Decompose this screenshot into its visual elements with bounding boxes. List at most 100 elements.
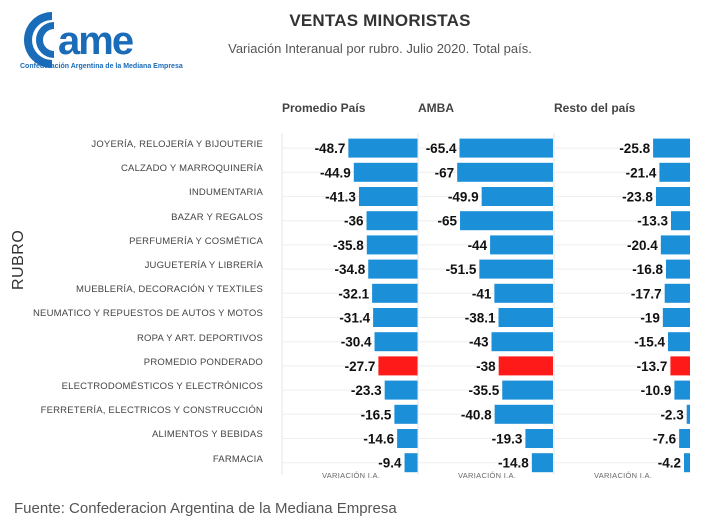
x-axis-title-resto: VARIACIÓN I.A. <box>594 471 653 480</box>
category-label: INDUMENTARIA <box>188 187 263 199</box>
bar-highlight <box>378 356 418 376</box>
bar <box>490 235 553 255</box>
data-label: -34.8 <box>334 262 365 277</box>
data-label: -43 <box>469 335 489 350</box>
category-label: FARMACIA <box>212 453 263 465</box>
bar <box>667 332 690 352</box>
category-label: NEUMATICO Y REPUESTOS DE AUTOS Y MOTOS <box>32 308 263 320</box>
bar <box>368 259 418 279</box>
data-label: -13.7 <box>637 359 668 374</box>
bar <box>358 187 418 206</box>
category-label: PROMEDIO PONDERADO <box>143 356 263 368</box>
bar <box>366 235 418 255</box>
bar <box>397 429 418 448</box>
data-label: -27.7 <box>345 359 376 374</box>
bar <box>531 453 553 473</box>
data-label: -2.3 <box>660 407 684 422</box>
x-axis-title-promedio-pais: VARIACIÓN I.A. <box>322 471 381 480</box>
came-logo: ame <box>24 12 135 68</box>
bar <box>481 187 553 206</box>
bar <box>674 380 690 400</box>
data-label: -20.4 <box>627 238 658 253</box>
bar <box>665 259 690 279</box>
chart-subtitle: Variación Interanual por rubro. Julio 20… <box>228 41 532 56</box>
data-label: -65.4 <box>426 141 457 156</box>
bar <box>686 404 690 424</box>
chart-title: VENTAS MINORISTAS <box>289 11 471 30</box>
data-label: -14.8 <box>498 456 529 471</box>
data-label: -15.4 <box>634 335 665 350</box>
data-label: -44.9 <box>320 165 351 180</box>
bar-highlight <box>670 356 690 376</box>
bar <box>498 308 553 327</box>
data-label: -44 <box>468 238 488 253</box>
column-header-amba: AMBA <box>418 101 454 115</box>
data-label: -35.5 <box>468 383 499 398</box>
bar <box>494 283 553 303</box>
data-label: -23.3 <box>351 383 382 398</box>
bar <box>348 138 418 158</box>
data-label: -41 <box>472 286 492 301</box>
data-label: -16.5 <box>361 407 392 422</box>
data-label: -48.7 <box>315 141 346 156</box>
category-label: ROPA Y ART. DEPORTIVOS <box>136 332 263 344</box>
category-label: PERFUMERÍA Y COSMÉTICA <box>129 235 263 247</box>
bar <box>374 332 418 352</box>
data-label: -65 <box>438 214 458 229</box>
logo-tagline: Confederación Argentina de la Mediana Em… <box>20 63 183 70</box>
bar <box>353 162 418 182</box>
bar <box>653 138 690 158</box>
category-label: FERRETERÍA, ELECTRICOS Y CONSTRUCCIÓN <box>40 405 263 417</box>
data-label: -51.5 <box>446 262 477 277</box>
bar <box>457 162 553 182</box>
bar <box>491 332 553 352</box>
bar <box>662 308 690 327</box>
bar <box>659 162 690 182</box>
bar <box>679 429 690 448</box>
category-label: MUEBLERÍA, DECORACIÓN Y TEXTILES <box>76 284 263 296</box>
data-label: -49.9 <box>448 190 479 205</box>
data-label: -16.8 <box>632 262 663 277</box>
data-label: -19 <box>640 311 660 326</box>
data-label: -40.8 <box>461 407 492 422</box>
bar <box>664 283 690 303</box>
data-label: -17.7 <box>631 286 662 301</box>
bar <box>404 453 418 473</box>
logo-c-inner <box>36 22 54 58</box>
data-label: -23.8 <box>622 190 653 205</box>
category-label: BAZAR Y REGALOS <box>171 211 263 223</box>
bar <box>494 404 553 424</box>
source-note: Fuente: Confederacion Argentina de la Me… <box>14 500 397 517</box>
data-label: -25.8 <box>619 141 650 156</box>
bar <box>372 283 418 303</box>
data-label: -9.4 <box>378 456 402 471</box>
bar <box>655 187 690 206</box>
data-label: -36 <box>344 214 364 229</box>
data-label: -10.9 <box>641 383 672 398</box>
column-header-resto: Resto del país <box>554 101 636 115</box>
category-label: CALZADO Y MARROQUINERÍA <box>120 163 263 175</box>
bar <box>660 235 690 255</box>
data-label: -32.1 <box>338 286 369 301</box>
bar <box>394 404 418 424</box>
data-label: -41.3 <box>325 190 356 205</box>
bar-highlight <box>498 356 553 376</box>
logo-wordmark: ame <box>58 19 133 63</box>
bar <box>373 308 418 327</box>
category-label: JOYERÍA, RELOJERÍA Y BIJOUTERIE <box>91 139 263 150</box>
data-label: -4.2 <box>658 456 681 471</box>
bar <box>683 453 690 473</box>
data-label: -38 <box>476 359 496 374</box>
column-header-promedio-pais: Promedio País <box>282 101 366 115</box>
data-label: -21.4 <box>626 165 657 180</box>
data-label: -67 <box>435 165 455 180</box>
data-label: -31.4 <box>339 311 370 326</box>
bar <box>460 211 553 231</box>
data-label: -7.6 <box>653 432 677 447</box>
data-label: -38.1 <box>465 311 496 326</box>
bar <box>670 211 690 231</box>
data-label: -14.6 <box>363 432 394 447</box>
data-label: -35.8 <box>333 238 364 253</box>
category-label: JUGUETERÍA Y LIBRERÍA <box>144 260 263 271</box>
